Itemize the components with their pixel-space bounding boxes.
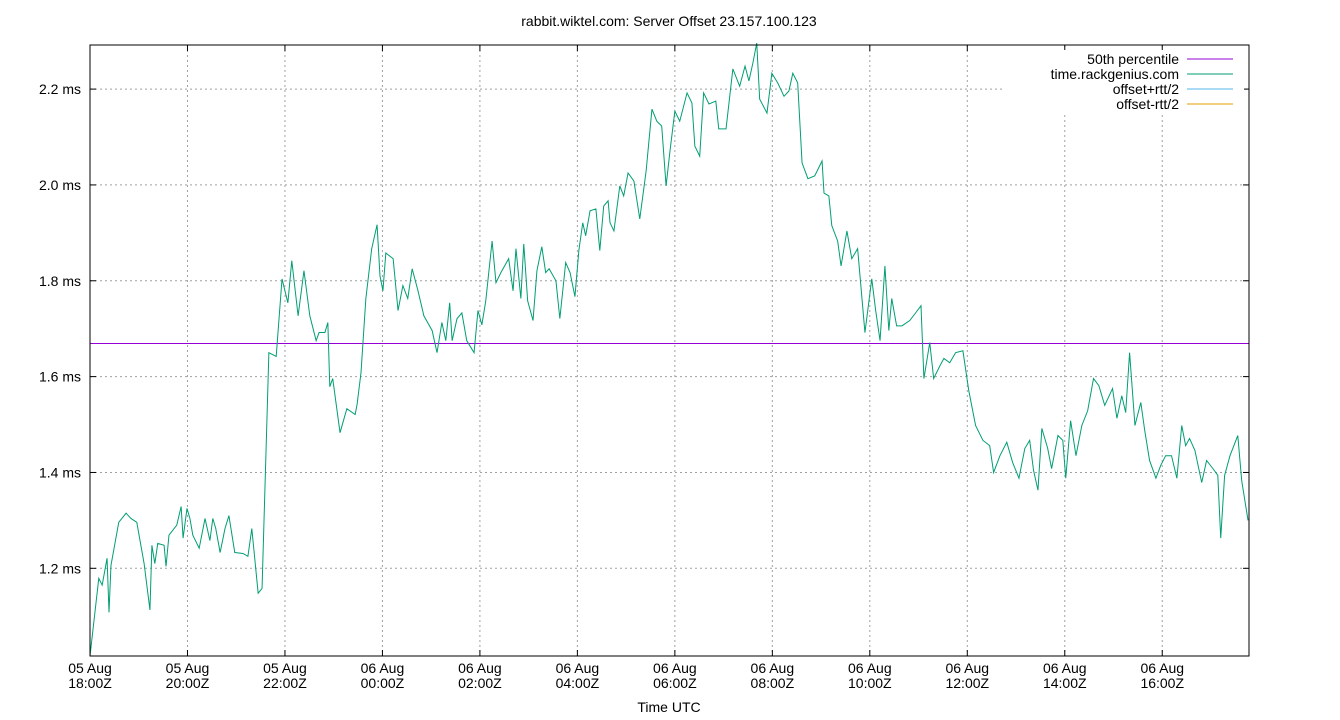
y-tick-label: 1.8 ms [39, 273, 81, 289]
y-tick-label: 1.4 ms [39, 464, 81, 480]
x-tick-label: 06 Aug 10:00Z [848, 660, 892, 691]
x-tick-label: 06 Aug 14:00Z [1043, 660, 1087, 691]
y-tick-label: 1.2 ms [39, 560, 81, 576]
series-line [89, 42, 1249, 657]
x-tick-label: 06 Aug 00:00Z [361, 660, 405, 691]
x-tick-label: 05 Aug 22:00Z [263, 660, 307, 691]
x-axis-label: Time UTC [637, 699, 700, 715]
x-tick-label: 05 Aug 18:00Z [68, 660, 112, 691]
x-tick-label: 06 Aug 16:00Z [1140, 660, 1184, 691]
x-tick-label: 06 Aug 02:00Z [458, 660, 502, 691]
y-tick-label: 1.6 ms [39, 369, 81, 385]
x-tick-label: 06 Aug 04:00Z [556, 660, 600, 691]
y-tick-label: 2.0 ms [39, 177, 81, 193]
x-tick-label: 06 Aug 08:00Z [751, 660, 795, 691]
y-tick-label: 2.2 ms [39, 81, 81, 97]
legend-label: offset-rtt/2 [1116, 96, 1179, 112]
x-tick-label: 06 Aug 06:00Z [653, 660, 697, 691]
legend-label: time.rackgenius.com [1051, 66, 1179, 82]
legend-label: offset+rtt/2 [1113, 81, 1179, 97]
x-tick-label: 05 Aug 20:00Z [166, 660, 210, 691]
legend-background [1004, 50, 1244, 114]
plot-frame [89, 44, 1250, 657]
x-tick-label: 06 Aug 12:00Z [945, 660, 989, 691]
legend-label: 50th percentile [1087, 51, 1179, 67]
chart-title: rabbit.wiktel.com: Server Offset 23.157.… [521, 13, 817, 29]
